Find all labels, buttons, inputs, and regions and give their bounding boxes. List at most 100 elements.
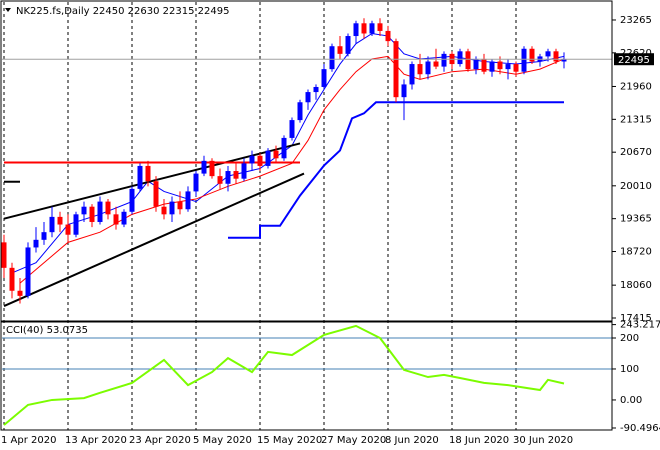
- y-tick-label: 19365: [620, 214, 652, 225]
- candle-body: [377, 23, 383, 31]
- candle-body: [529, 48, 535, 62]
- candle-body: [297, 102, 303, 121]
- x-tick-label: 27 May 2020: [321, 435, 386, 446]
- last-price-label: 22495: [618, 55, 650, 66]
- candle-body: [433, 61, 439, 67]
- candle-body: [233, 171, 239, 179]
- candle-body: [273, 150, 279, 159]
- candle-body: [25, 247, 31, 296]
- chart-title: NK225.fs,Daily 22450 22630 22315 22495: [16, 6, 229, 17]
- candle-body: [369, 23, 375, 34]
- candle-body: [145, 165, 151, 182]
- candle-body: [561, 59, 567, 62]
- candle-body: [209, 160, 215, 177]
- candle-body: [313, 86, 319, 93]
- y-tick-label: 21960: [620, 81, 652, 92]
- candle-body: [441, 53, 447, 67]
- y-tick-label: 243.2176: [620, 320, 660, 331]
- indicator-line: [3, 172, 305, 307]
- last-price-box: [614, 53, 654, 66]
- x-tick-label: 1 Apr 2020: [1, 435, 56, 446]
- candle-body: [217, 176, 223, 184]
- candle-body: [65, 224, 71, 235]
- candle-body: [17, 290, 23, 296]
- indicator-line: [228, 101, 564, 239]
- candle-body: [57, 216, 63, 225]
- candle-body: [457, 51, 463, 65]
- indicator-line: [11, 32, 565, 274]
- y-tick-label: 18060: [620, 280, 652, 291]
- y-tick-label: 17415: [620, 313, 652, 324]
- candle-body: [289, 120, 295, 138]
- x-tick-label: 13 Apr 2020: [65, 435, 127, 446]
- candle-body: [305, 92, 311, 103]
- candle-body: [153, 181, 159, 207]
- candle-body: [497, 61, 503, 70]
- candle-body: [121, 211, 127, 225]
- candle-body: [137, 165, 143, 189]
- candle-body: [401, 84, 407, 98]
- y-tick-label: -90.4964: [620, 423, 660, 434]
- cci-line: [3, 324, 565, 426]
- candle-body: [409, 64, 415, 85]
- candle-body: [417, 64, 423, 75]
- y-tick-label: 100: [620, 364, 639, 375]
- candle-body: [73, 214, 79, 235]
- candle-body: [41, 232, 47, 240]
- y-tick-label: 21315: [620, 114, 652, 125]
- candle-body: [201, 160, 207, 174]
- candle-body: [265, 150, 271, 166]
- x-tick-label: 8 Jun 2020: [385, 435, 439, 446]
- x-tick-label: 5 May 2020: [193, 435, 252, 446]
- candle-body: [33, 239, 39, 248]
- y-tick-label: 18720: [620, 247, 652, 258]
- main-frame: [0, 0, 613, 322]
- candle-body: [481, 58, 487, 72]
- candle-body: [489, 61, 495, 72]
- candle-body: [249, 155, 255, 164]
- y-tick-label: 20670: [620, 147, 652, 158]
- candle-body: [177, 201, 183, 210]
- candle-body: [385, 30, 391, 42]
- cci-frame: [0, 321, 613, 431]
- candle-body: [97, 201, 103, 222]
- menu-arrow: [5, 8, 11, 12]
- cci-title: CCI(40) 53.0735: [6, 325, 88, 336]
- candle-body: [513, 64, 519, 72]
- candle-body: [241, 163, 247, 179]
- candle-body: [161, 206, 167, 215]
- candle-body: [473, 58, 479, 70]
- x-tick-label: 23 Apr 2020: [129, 435, 191, 446]
- x-tick-label: 30 Jun 2020: [513, 435, 573, 446]
- candle-body: [105, 201, 111, 215]
- candle-body: [361, 23, 367, 34]
- candle-body: [505, 64, 511, 70]
- candle-body: [321, 69, 327, 87]
- candle-body: [81, 206, 87, 215]
- y-tick-label: 0.00: [620, 395, 642, 406]
- candle-body: [257, 155, 263, 166]
- candle-body: [9, 267, 15, 291]
- candle-body: [521, 48, 527, 72]
- candle-body: [185, 191, 191, 210]
- candle-body: [1, 242, 7, 268]
- candle-body: [89, 206, 95, 222]
- candle-body: [49, 216, 55, 233]
- candle-body: [129, 188, 135, 212]
- candle-body: [465, 51, 471, 70]
- candle-body: [169, 201, 175, 215]
- candle-body: [425, 61, 431, 75]
- candle-body: [329, 46, 335, 70]
- y-tick-label: 23265: [620, 15, 652, 26]
- candle-body: [345, 36, 351, 54]
- candle-body: [281, 137, 287, 159]
- x-tick-label: 15 May 2020: [257, 435, 322, 446]
- candle-body: [113, 214, 119, 225]
- y-tick-label: 20010: [620, 181, 652, 192]
- y-tick-label: 200: [620, 333, 639, 344]
- candle-body: [225, 171, 231, 184]
- candle-body: [353, 23, 359, 37]
- candle-body: [545, 51, 551, 57]
